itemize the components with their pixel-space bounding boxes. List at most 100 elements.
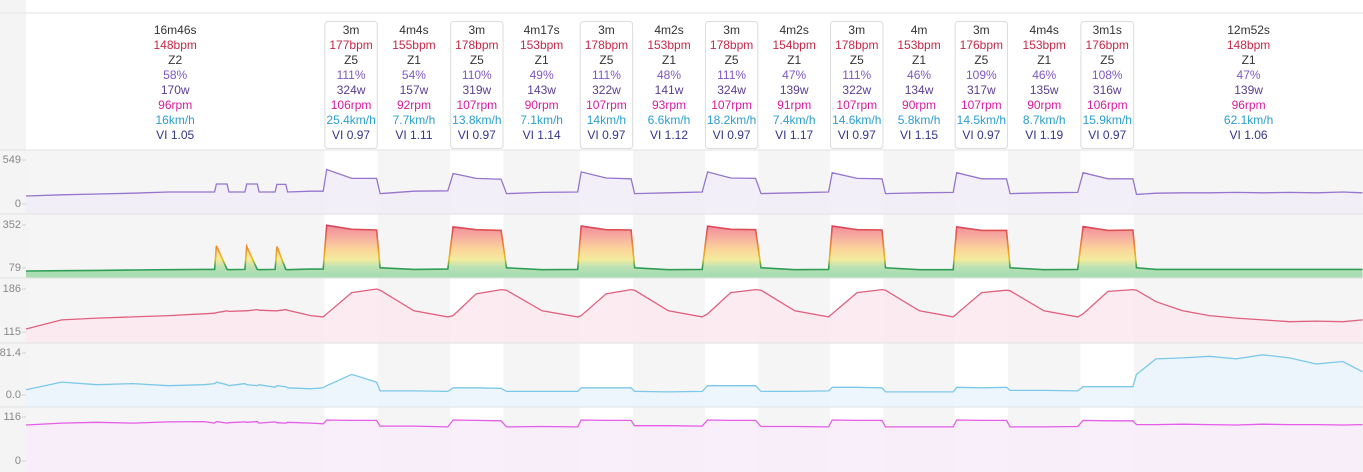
interval-rpm: 90rpm — [525, 98, 559, 112]
interval-card[interactable] — [324, 21, 378, 149]
trace-line — [25, 168, 1363, 197]
interval-watts: 316w — [1093, 83, 1122, 97]
interval-duration: 3m — [598, 23, 615, 37]
interval-rpm: 91rpm — [777, 98, 811, 112]
interval-hr: 178bpm — [455, 38, 498, 52]
area-fill — [26, 420, 1363, 472]
interval-vi: VI 0.97 — [587, 128, 625, 142]
interval-card[interactable] — [1080, 21, 1135, 149]
interval-speed: 14km/h — [587, 113, 626, 127]
area-fill — [26, 169, 1363, 214]
y-tick-label: 115 — [3, 326, 21, 338]
interval-vi: VI 1.06 — [1230, 128, 1268, 142]
interval-zone: Z5 — [974, 53, 988, 67]
interval-vi: VI 0.97 — [458, 128, 496, 142]
interval-vi: VI 1.05 — [156, 128, 194, 142]
interval-vi: VI 0.97 — [332, 128, 370, 142]
interval-duration: 4m4s — [1030, 23, 1059, 37]
interval-pct: 110% — [462, 68, 492, 82]
interval-watts: 324w — [337, 83, 366, 97]
y-tick-label: 0 — [15, 455, 21, 467]
interval-pct: 111% — [337, 68, 366, 82]
interval-duration: 3m — [973, 23, 990, 37]
interval-vi: VI 1.15 — [900, 128, 938, 142]
interval-rpm: 106rpm — [1087, 98, 1128, 112]
interval-duration: 4m2s — [780, 23, 809, 37]
interval-rpm: 107rpm — [961, 98, 1002, 112]
interval-duration: 12m52s — [1227, 23, 1270, 37]
interval-rpm: 107rpm — [456, 98, 497, 112]
interval-rpm: 96rpm — [1232, 98, 1266, 112]
interval-zone: Z1 — [407, 53, 421, 67]
interval-duration: 3m — [468, 23, 485, 37]
interval-rpm: 106rpm — [331, 98, 372, 112]
interval-rpm: 92rpm — [397, 98, 431, 112]
interval-pct: 111% — [842, 68, 871, 82]
y-tick-label: 116 — [3, 411, 21, 423]
interval-card[interactable] — [954, 21, 1009, 149]
interval-speed: 7.4km/h — [773, 113, 816, 127]
interval-hr: 178bpm — [835, 38, 878, 52]
interval-speed: 5.8km/h — [898, 113, 941, 127]
interval-duration: 16m46s — [154, 23, 197, 37]
y-tick-label: 352 — [3, 219, 21, 231]
area-fill — [26, 354, 1363, 407]
interval-speed: 7.1km/h — [520, 113, 563, 127]
interval-hr: 155bpm — [392, 38, 435, 52]
interval-watts: 135w — [1030, 83, 1059, 97]
interval-pct: 108% — [1092, 68, 1123, 82]
interval-zone: Z1 — [662, 53, 676, 67]
interval-zone: Z2 — [168, 53, 182, 67]
axis-gutter — [0, 0, 26, 472]
interval-card[interactable] — [579, 21, 634, 149]
interval-zone: Z1 — [1242, 53, 1256, 67]
y-tick-label: 186 — [3, 283, 21, 295]
interval-card[interactable] — [450, 21, 504, 149]
interval-pct: 47% — [1237, 68, 1261, 82]
interval-watts: 324w — [717, 83, 746, 97]
interval-pct: 111% — [592, 68, 621, 82]
interval-duration: 4m17s — [524, 23, 560, 37]
interval-speed: 15.9km/h — [1083, 113, 1132, 127]
interval-zone: Z1 — [912, 53, 926, 67]
interval-duration: 4m2s — [654, 23, 683, 37]
interval-speed: 13.8km/h — [452, 113, 501, 127]
interval-pct: 54% — [402, 68, 426, 82]
interval-watts: 134w — [905, 83, 934, 97]
interval-vi: VI 0.97 — [838, 128, 876, 142]
interval-rpm: 107rpm — [836, 98, 877, 112]
interval-watts: 143w — [527, 83, 556, 97]
y-tick-label: 0.0 — [6, 389, 21, 401]
interval-watts: 322w — [592, 83, 621, 97]
interval-rpm: 90rpm — [902, 98, 936, 112]
interval-speed: 6.6km/h — [648, 113, 691, 127]
interval-duration: 3m1s — [1093, 23, 1122, 37]
interval-pct: 111% — [717, 68, 746, 82]
zone-trace-line — [25, 224, 1363, 272]
interval-vi: VI 1.19 — [1025, 128, 1063, 142]
interval-zone: Z5 — [1100, 53, 1114, 67]
interval-pct: 46% — [1032, 68, 1056, 82]
interval-zone: Z5 — [344, 53, 358, 67]
y-tick-label: 549 — [3, 154, 21, 166]
interval-vi: VI 1.17 — [775, 128, 813, 142]
interval-hr: 178bpm — [710, 38, 753, 52]
interval-card[interactable] — [830, 21, 884, 149]
interval-watts: 139w — [780, 83, 809, 97]
y-tick-label: 0 — [15, 198, 21, 210]
interval-card[interactable] — [704, 21, 759, 149]
interval-vi: VI 1.14 — [523, 128, 561, 142]
interval-hr: 153bpm — [897, 38, 940, 52]
interval-zone: Z1 — [787, 53, 801, 67]
trace-line — [25, 419, 1363, 428]
interval-duration: 3m — [723, 23, 740, 37]
interval-watts: 317w — [967, 83, 996, 97]
interval-watts: 322w — [842, 83, 871, 97]
interval-hr: 153bpm — [520, 38, 563, 52]
zone-area-fill — [26, 225, 1363, 278]
interval-pct: 48% — [657, 68, 681, 82]
interval-rpm: 93rpm — [652, 98, 686, 112]
interval-zone: Z5 — [850, 53, 864, 67]
interval-watts: 319w — [462, 83, 491, 97]
